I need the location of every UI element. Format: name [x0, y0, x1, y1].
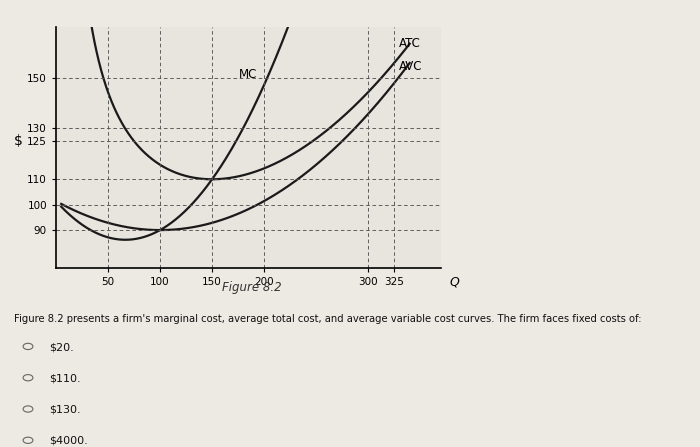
Text: MC: MC: [239, 67, 258, 80]
Text: AVC: AVC: [400, 60, 423, 73]
Text: Figure 8.2: Figure 8.2: [222, 281, 282, 294]
Text: $4000.: $4000.: [49, 436, 88, 446]
Text: $20.: $20.: [49, 342, 74, 352]
Text: Figure 8.2 presents a firm's marginal cost, average total cost, and average vari: Figure 8.2 presents a firm's marginal co…: [14, 314, 641, 324]
Text: $130.: $130.: [49, 405, 80, 414]
Y-axis label: $: $: [14, 134, 23, 148]
Text: ATC: ATC: [400, 37, 421, 50]
Text: Q: Q: [449, 276, 459, 289]
Text: $110.: $110.: [49, 373, 80, 383]
